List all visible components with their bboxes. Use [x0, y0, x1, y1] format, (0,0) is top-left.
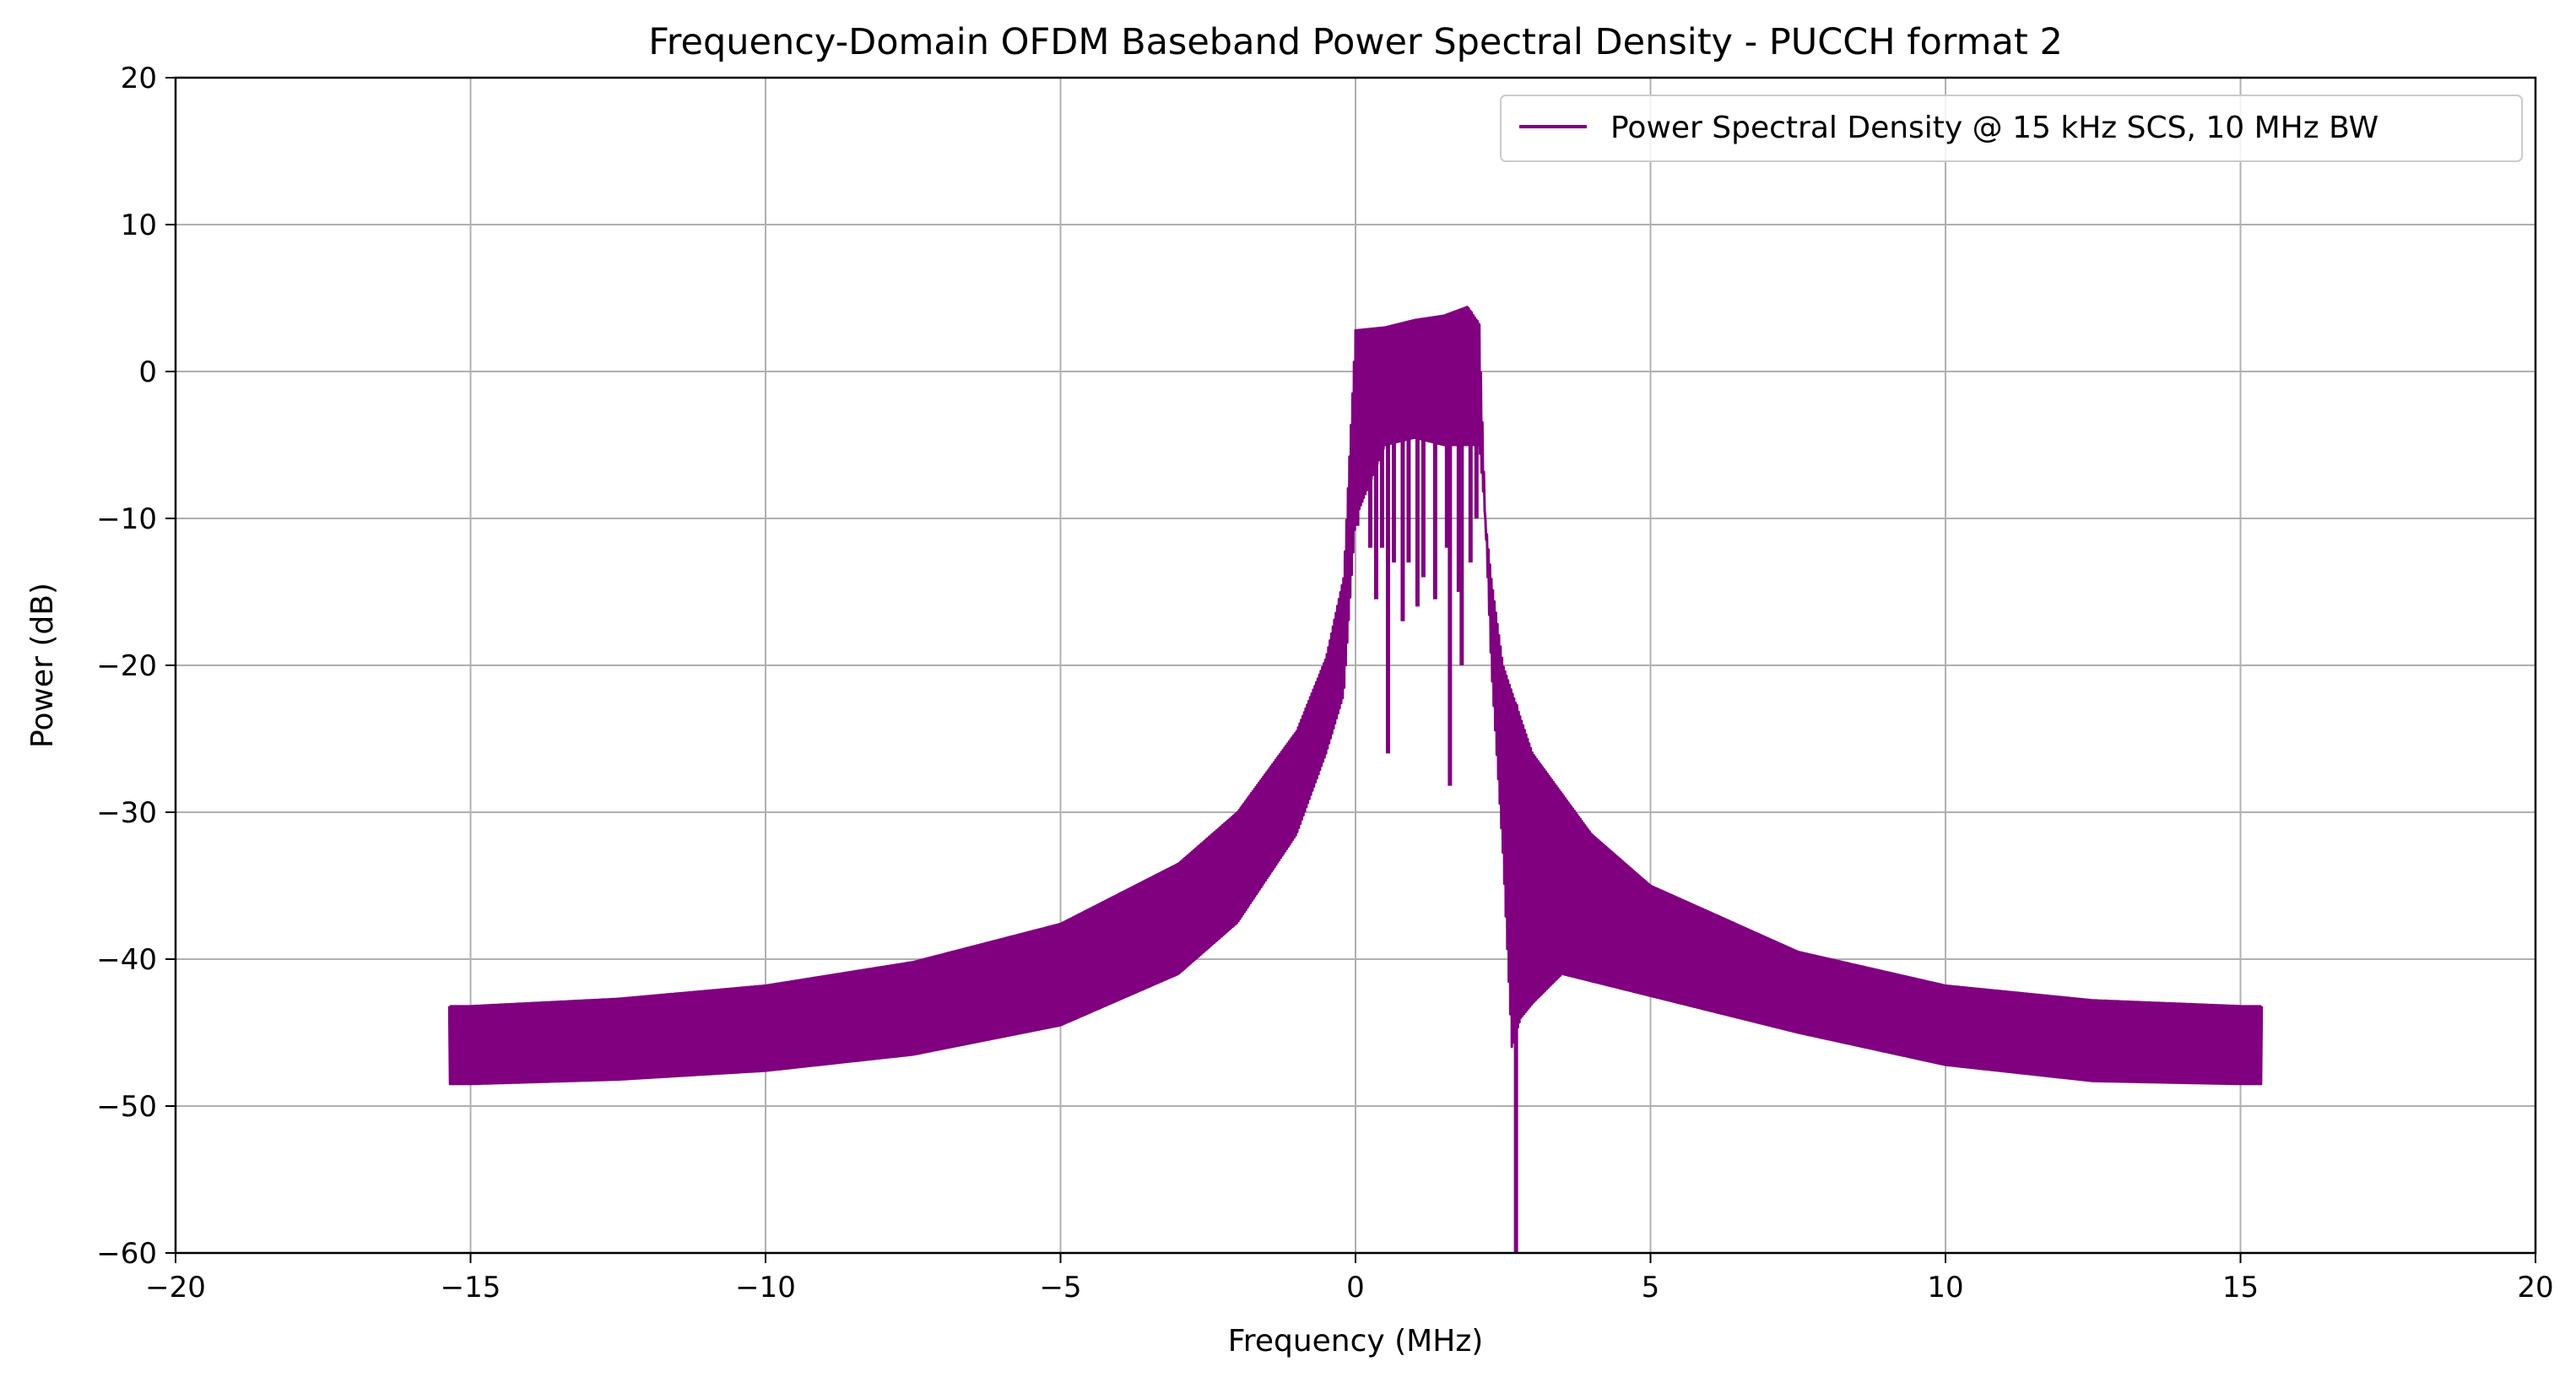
y-tick-label: −50 — [96, 1090, 157, 1124]
x-tick-label: 10 — [1927, 1271, 1963, 1304]
data-layer — [447, 306, 2264, 1253]
x-tick-label: 5 — [1642, 1271, 1660, 1304]
x-tick-label: 0 — [1346, 1271, 1365, 1304]
y-tick-label: 20 — [121, 62, 157, 95]
y-tick-label: 10 — [121, 209, 157, 242]
y-tick-label: −30 — [96, 796, 157, 830]
legend: Power Spectral Density @ 15 kHz SCS, 10 … — [1500, 95, 2523, 162]
y-tick-label: 0 — [138, 355, 157, 389]
y-tick-label: −60 — [96, 1237, 157, 1271]
chart-title: Frequency-Domain OFDM Baseband Power Spe… — [648, 21, 2063, 63]
legend-box — [1500, 95, 2523, 162]
y-ticks: −60 −50 −40 −30 −20 −10 0 10 20 — [96, 62, 176, 1271]
x-tick-label: 15 — [2222, 1271, 2259, 1304]
x-axis-label: Frequency (MHz) — [1228, 1324, 1484, 1359]
legend-label: Power Spectral Density @ 15 kHz SCS, 10 … — [1610, 111, 2378, 145]
x-tick-label: −15 — [441, 1271, 501, 1304]
x-ticks: −20 −15 −10 −5 0 5 10 15 20 — [145, 1253, 2554, 1304]
x-tick-label: 20 — [2517, 1271, 2553, 1304]
y-axis-label: Power (dB) — [25, 583, 60, 748]
x-tick-label: −10 — [735, 1271, 796, 1304]
y-tick-label: −40 — [96, 943, 157, 977]
y-tick-label: −10 — [96, 502, 157, 536]
y-tick-label: −20 — [96, 649, 157, 683]
x-tick-label: −5 — [1039, 1271, 1081, 1304]
x-tick-label: −20 — [145, 1271, 206, 1304]
